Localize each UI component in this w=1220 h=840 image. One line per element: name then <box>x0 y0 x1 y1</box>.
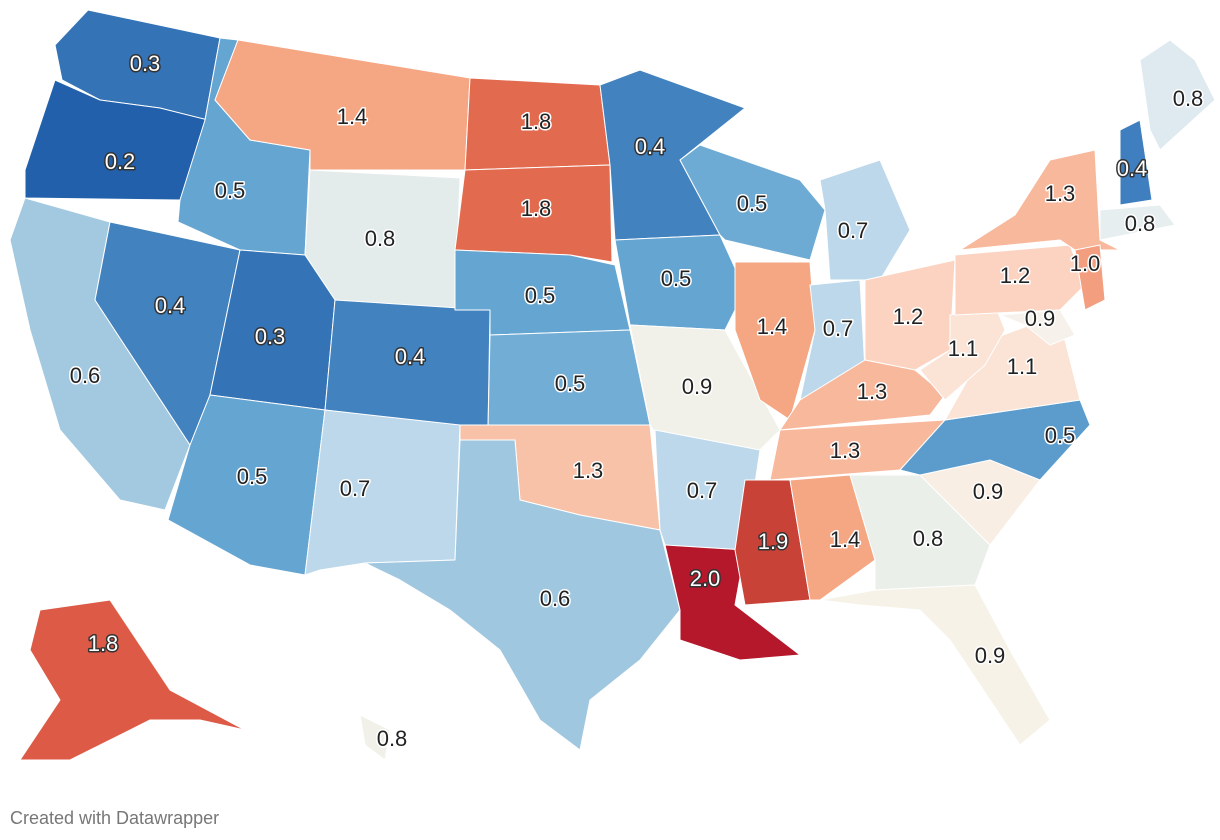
value-label: 0.3 <box>130 51 161 76</box>
value-label: 0.7 <box>340 476 371 501</box>
value-label: 1.3 <box>857 379 888 404</box>
value-label: 0.8 <box>913 526 944 551</box>
value-label: 0.7 <box>687 478 718 503</box>
value-label: 0.4 <box>395 344 426 369</box>
value-label: 0.6 <box>540 586 571 611</box>
value-label: 1.3 <box>830 438 861 463</box>
value-label: 0.4 <box>635 134 666 159</box>
labels: 0.3 0.2 0.6 0.4 0.5 1.4 0.8 0.3 0.5 0.4 0.7 1.8 1.8 0… <box>68 49 1205 752</box>
value-label: 1.2 <box>1000 263 1031 288</box>
value-label: 0.7 <box>838 218 869 243</box>
region <box>959 149 1121 251</box>
value-label: 0.8 <box>1173 86 1204 111</box>
value-label: 1.8 <box>521 196 552 221</box>
region <box>864 259 956 371</box>
value-label: 1.1 <box>948 336 979 361</box>
region <box>454 164 613 263</box>
value-label: 0.8 <box>365 226 396 251</box>
region <box>1099 204 1176 241</box>
value-label: 0.3 <box>255 324 286 349</box>
value-label: 1.9 <box>758 529 789 554</box>
value-label: 0.6 <box>70 363 101 388</box>
value-label: 1.8 <box>88 631 119 656</box>
value-label: 0.7 <box>823 316 854 341</box>
region <box>954 244 1086 316</box>
value-label: 1.4 <box>757 314 788 339</box>
value-label: 0.9 <box>682 374 713 399</box>
region <box>999 309 1076 346</box>
value-label: 1.4 <box>337 104 368 129</box>
region <box>1139 39 1216 151</box>
credit: Created with Datawrapper <box>10 808 219 828</box>
regions <box>9 9 1216 761</box>
value-label: 0.8 <box>377 726 408 751</box>
value-label: 0.9 <box>1025 306 1056 331</box>
value-label: 0.9 <box>975 643 1006 668</box>
region <box>19 599 246 761</box>
value-label: 1.4 <box>830 527 861 552</box>
region <box>679 144 826 261</box>
value-label: 0.5 <box>237 464 268 489</box>
value-label: 1.8 <box>521 109 552 134</box>
region <box>1119 119 1153 206</box>
value-label: 0.5 <box>737 191 768 216</box>
value-label: 0.4 <box>155 293 186 318</box>
value-label: 0.2 <box>105 149 136 174</box>
region <box>304 409 461 576</box>
region <box>1074 244 1106 311</box>
value-label: 0.5 <box>215 178 246 203</box>
value-label: 0.5 <box>525 283 556 308</box>
region <box>359 714 391 761</box>
value-label: 2.0 <box>690 566 721 591</box>
value-label: 0.9 <box>973 479 1004 504</box>
value-label: 1.3 <box>1045 181 1076 206</box>
value-label: 0.8 <box>1125 211 1156 236</box>
region <box>789 474 876 601</box>
value-label: 1.3 <box>573 458 604 483</box>
value-label: 0.4 <box>1117 156 1148 181</box>
value-label: 1.0 <box>1070 251 1101 276</box>
value-label: 0.5 <box>661 266 692 291</box>
region <box>364 439 681 751</box>
value-label: 0.5 <box>555 371 586 396</box>
region <box>819 584 1051 746</box>
value-label: 1.1 <box>1007 354 1038 379</box>
value-label: 0.5 <box>1045 423 1076 448</box>
value-label: 1.2 <box>893 304 924 329</box>
region <box>734 479 811 606</box>
